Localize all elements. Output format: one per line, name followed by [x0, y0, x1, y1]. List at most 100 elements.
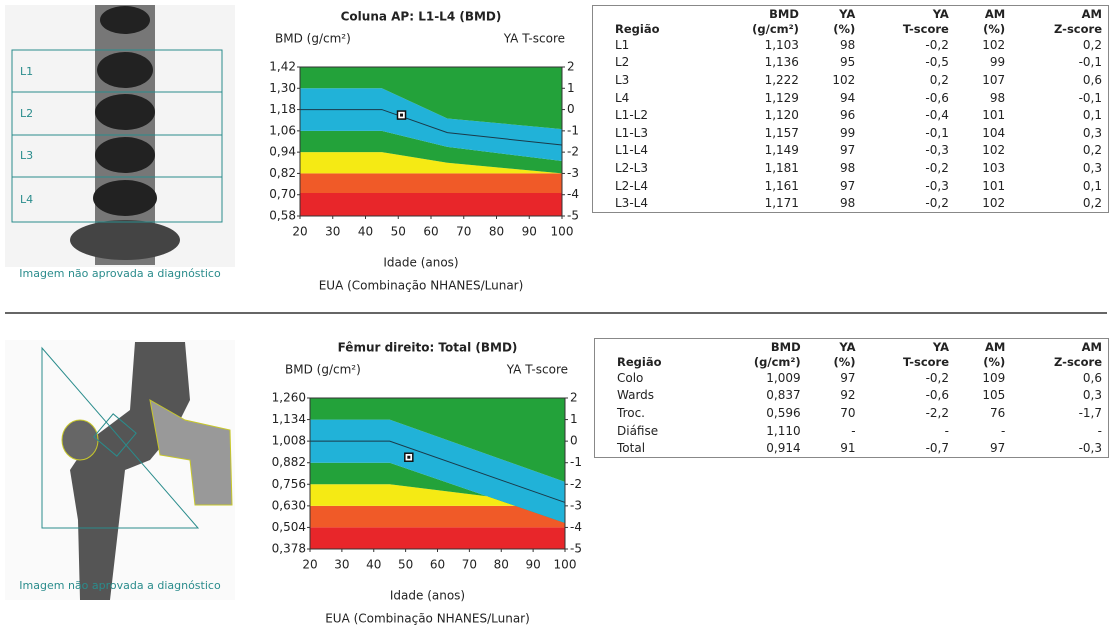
table-cell: L2-L3: [593, 159, 710, 177]
table-cell: L1: [593, 36, 710, 54]
table-cell: -0,3: [861, 142, 955, 160]
x-tick-label: 80: [494, 558, 509, 572]
table-cell: 1,120: [710, 106, 805, 124]
report-page: L1 L2 L3 L4 Imagem não aprovada a diagnó…: [0, 0, 1112, 630]
header-row: Região(g/cm²)(%)T-score(%)Z-score: [595, 354, 1108, 369]
table-cell: 102: [955, 36, 1011, 54]
table-cell: 101: [955, 106, 1011, 124]
y-tick-label: 1,06: [269, 123, 296, 137]
table-cell: 97: [955, 439, 1011, 457]
x-tick-label: 50: [398, 558, 413, 572]
y2-tick-label: 1: [570, 412, 578, 426]
y2-tick-label: 2: [567, 60, 575, 74]
table-cell: 1,157: [710, 124, 805, 142]
table-cell: 99: [805, 124, 861, 142]
reference-band: [310, 527, 565, 549]
column-header: T-score: [861, 21, 955, 36]
x-tick-label: 40: [366, 558, 381, 572]
femur-image: [5, 340, 235, 600]
table-cell: 76: [955, 404, 1011, 422]
table-cell: 0,3: [1011, 124, 1108, 142]
table-cell: L3-L4: [593, 194, 710, 212]
table-cell: 1,103: [710, 36, 805, 54]
table-cell: 97: [805, 142, 861, 160]
column-header: (%): [805, 21, 861, 36]
table-cell: Wards: [595, 387, 712, 405]
table-cell: 97: [805, 177, 861, 195]
y2-tick-label: -3: [570, 498, 582, 512]
table-cell: 1,110: [712, 422, 807, 440]
table-cell: -0,5: [861, 54, 955, 72]
table-cell: Diáfise: [595, 422, 712, 440]
table-cell: L1-L3: [593, 124, 710, 142]
column-header: Z-score: [1011, 21, 1108, 36]
table-cell: 1,009: [712, 369, 807, 387]
y2-tick-label: -5: [570, 542, 582, 556]
y2-tick-label: -5: [567, 209, 579, 223]
table-cell: -0,3: [861, 177, 955, 195]
table-cell: -0,1: [861, 124, 955, 142]
y-tick-label: 0,94: [269, 145, 296, 159]
y-tick-label: 0,630: [272, 498, 306, 512]
patient-point-dot: [400, 114, 403, 117]
table-cell: -0,6: [862, 387, 955, 405]
y2-tick-label: 0: [570, 434, 578, 448]
table-cell: -0,7: [862, 439, 955, 457]
table-cell: Total: [595, 439, 712, 457]
table-cell: -0,3: [1011, 439, 1108, 457]
x-tick-label: 60: [423, 225, 438, 239]
y2-tick-label: 2: [570, 391, 578, 405]
column-header: AM: [1011, 6, 1108, 21]
table-cell: L1-L4: [593, 142, 710, 160]
vertebra-label: L2: [20, 107, 33, 120]
column-header: BMD: [710, 6, 805, 21]
table-cell: 0,6: [1011, 71, 1108, 89]
table-row: Total0,91491-0,797-0,3: [595, 439, 1108, 457]
table-cell: -0,1: [1011, 54, 1108, 72]
table-cell: 109: [955, 369, 1011, 387]
x-tick-label: 50: [391, 225, 406, 239]
column-header: Região: [593, 21, 710, 36]
image-caption: Imagem não aprovada a diagnóstico: [19, 579, 221, 592]
chart-note: EUA (Combinação NHANES/Lunar): [319, 279, 524, 293]
table-cell: 1,136: [710, 54, 805, 72]
table-cell: -: [1011, 422, 1108, 440]
table-cell: L3: [593, 71, 710, 89]
vertebra-label: L3: [20, 149, 33, 162]
x-tick-label: 30: [334, 558, 349, 572]
table-cell: 0,1: [1011, 106, 1108, 124]
x-tick-label: 90: [522, 225, 537, 239]
x-tick-label: 30: [325, 225, 340, 239]
table-cell: Troc.: [595, 404, 712, 422]
x-tick-label: 90: [525, 558, 540, 572]
y2-tick-label: -1: [567, 123, 579, 137]
y2-tick-label: -4: [570, 520, 582, 534]
table-cell: 98: [805, 194, 861, 212]
y-axis-label: BMD (g/cm²): [275, 32, 351, 46]
x-tick-label: 70: [456, 225, 471, 239]
table-row: L41,12994-0,698-0,1: [593, 89, 1108, 107]
y-tick-label: 1,008: [272, 434, 306, 448]
table-cell: L1-L2: [593, 106, 710, 124]
spine-image: [5, 5, 235, 267]
column-header: AM: [955, 339, 1011, 354]
x-tick-label: 70: [462, 558, 477, 572]
table-cell: 91: [807, 439, 862, 457]
column-header: (%): [955, 354, 1011, 369]
chart-title: Coluna AP: L1-L4 (BMD): [341, 10, 502, 24]
table-cell: 107: [955, 71, 1011, 89]
table-cell: -0,1: [1011, 89, 1108, 107]
table-cell: 0,3: [1011, 387, 1108, 405]
y-tick-label: 0,58: [269, 209, 296, 223]
table-cell: 1,149: [710, 142, 805, 160]
y-tick-label: 1,260: [272, 391, 306, 405]
column-header: (%): [955, 21, 1011, 36]
table-cell: 97: [807, 369, 862, 387]
column-header: (g/cm²): [712, 354, 807, 369]
